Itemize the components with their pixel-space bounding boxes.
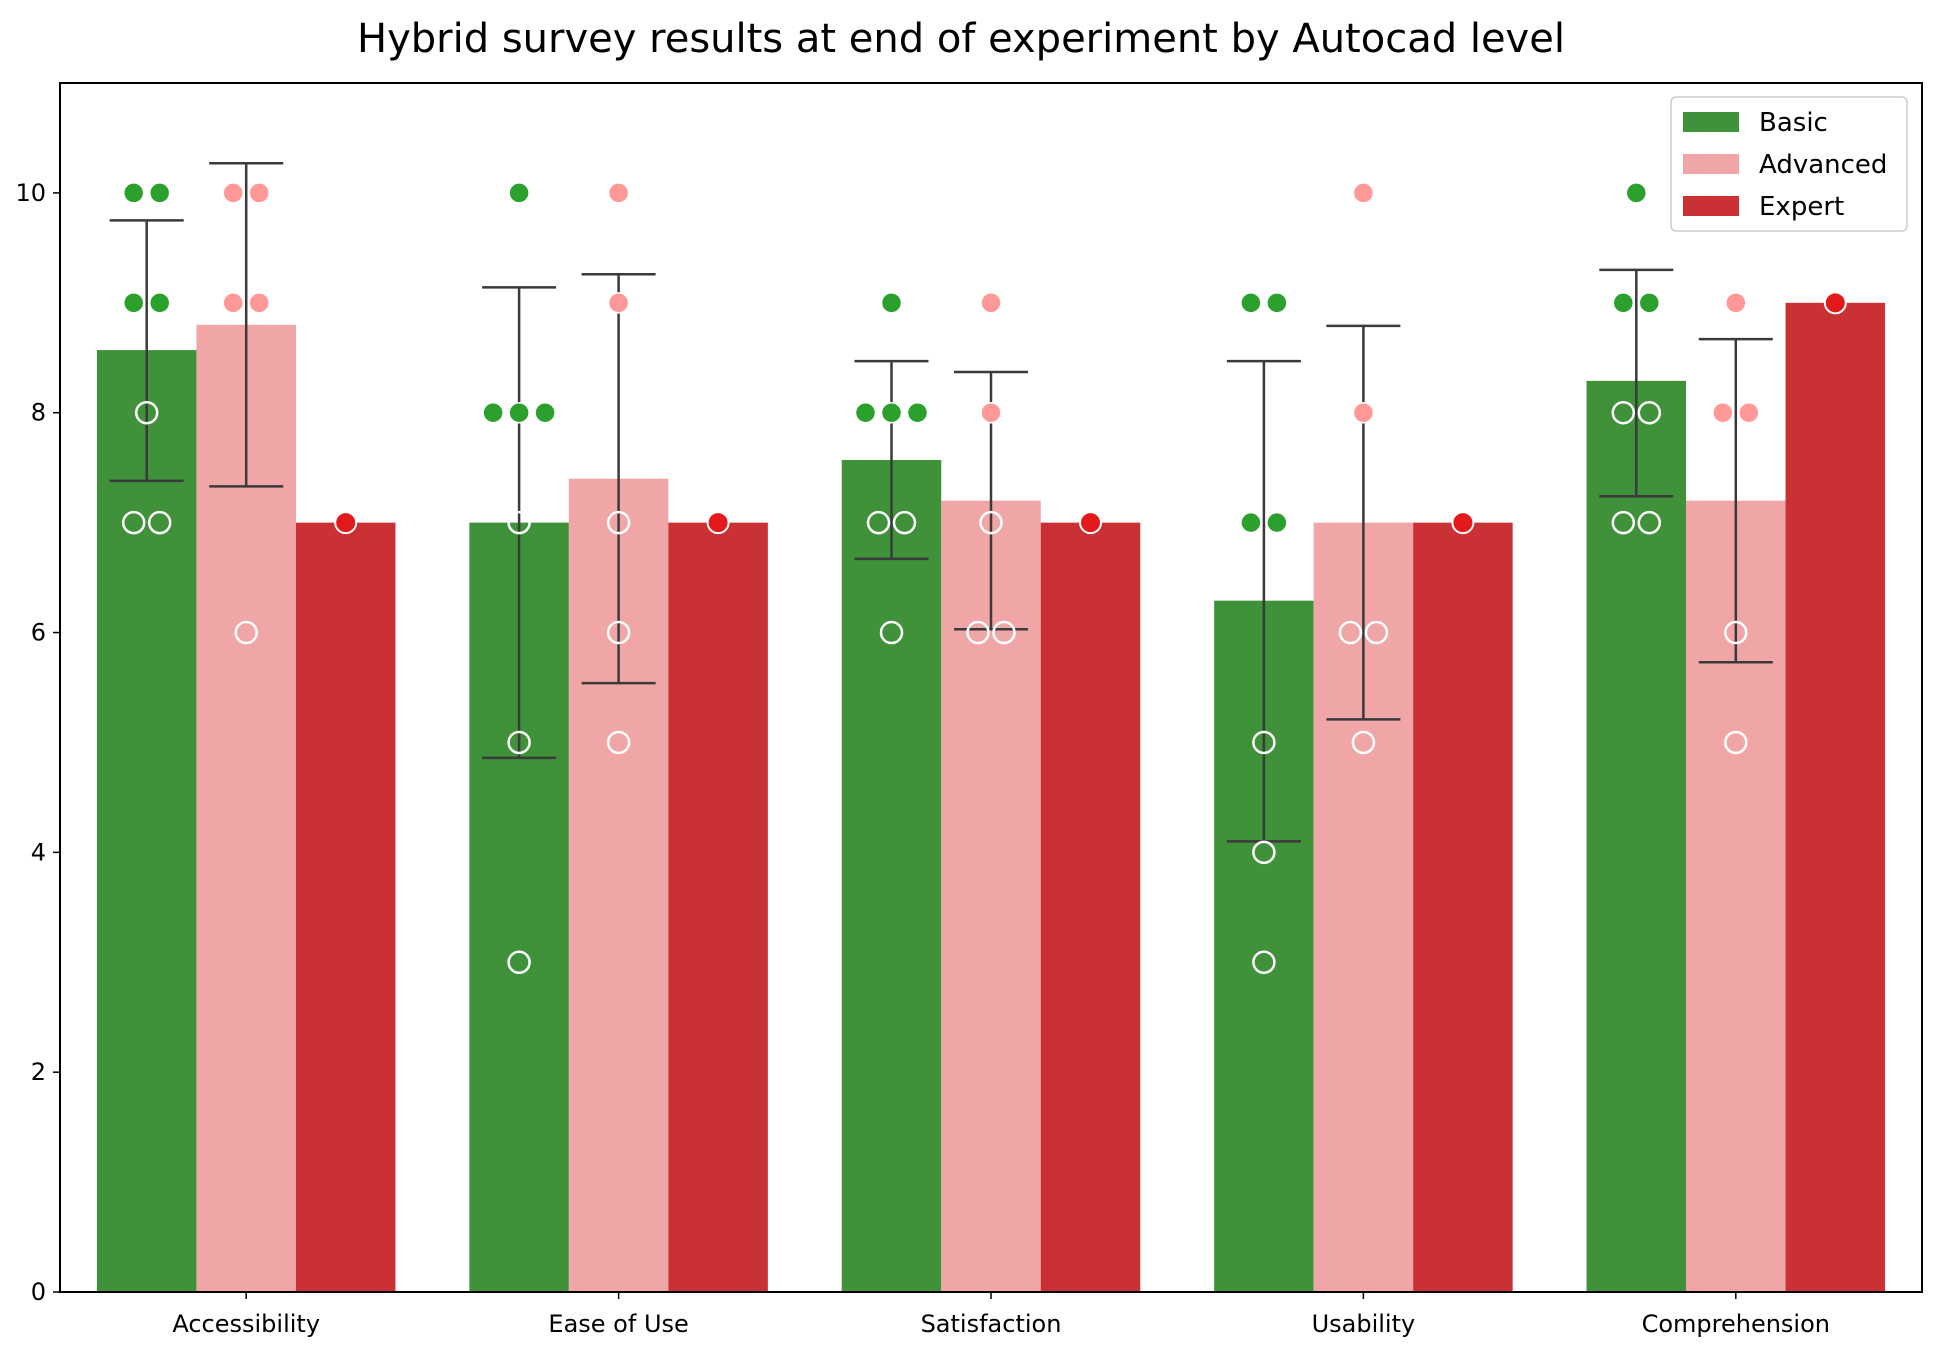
point-basic-0-1 [148, 182, 171, 204]
bar-expert-4 [1785, 302, 1886, 1292]
point-basic-2-4 [866, 510, 891, 535]
point-advanced-1-3 [606, 620, 631, 645]
point-basic-3-4 [1252, 730, 1276, 755]
point-basic-0-5 [121, 510, 146, 535]
point-basic-1-2 [508, 401, 530, 424]
point-basic-0-2 [122, 292, 145, 314]
point-basic-4-5 [1611, 510, 1636, 535]
y-tick-label-0: 0 [31, 1278, 46, 1306]
y-tick-label-2: 4 [31, 838, 46, 866]
point-basic-1-3 [534, 401, 556, 424]
point-advanced-4-4 [1724, 730, 1748, 755]
point-advanced-1-4 [606, 730, 631, 755]
point-basic-0-6 [147, 510, 172, 535]
bar-basic-0 [96, 350, 197, 1292]
x-tick-label-4: Comprehension [1642, 1310, 1830, 1338]
point-basic-4-2 [1638, 292, 1661, 314]
point-advanced-2-1 [980, 401, 1002, 424]
legend-label-basic: Basic [1759, 108, 1828, 138]
point-basic-2-0 [880, 292, 903, 314]
points-layer [121, 182, 1847, 975]
point-basic-2-1 [854, 401, 877, 424]
legend-swatch-advanced [1683, 154, 1739, 174]
y-tick-label-3: 6 [31, 619, 46, 647]
axes-layer: Accessibility Ease of Use Satisfaction Usab… [15, 82, 1923, 1338]
point-basic-0-0 [122, 182, 145, 204]
bar-basic-4 [1586, 380, 1687, 1292]
y-tick-label-5: 10 [15, 179, 46, 207]
point-advanced-4-0 [1725, 292, 1747, 314]
x-tick-label-1: Ease of Use [548, 1310, 688, 1338]
x-tick-label-0: Accessibility [172, 1310, 320, 1338]
error-bars-layer [109, 161, 1773, 843]
point-basic-2-2 [880, 401, 903, 424]
legend-swatch-expert [1683, 196, 1739, 216]
point-advanced-3-0 [1352, 182, 1375, 204]
point-basic-2-3 [906, 401, 929, 424]
point-basic-3-6 [1252, 950, 1276, 975]
point-advanced-3-1 [1352, 401, 1375, 424]
point-expert-3-0 [1451, 511, 1475, 535]
point-expert-1-0 [706, 511, 730, 535]
x-tick-label-2: Satisfaction [921, 1310, 1062, 1338]
legend-label-advanced: Advanced [1759, 150, 1887, 180]
point-advanced-0-2 [222, 292, 244, 314]
point-basic-4-4 [1637, 400, 1662, 425]
y-tick-label-1: 2 [31, 1058, 46, 1086]
legend: Basic Advanced Expert [1670, 96, 1908, 232]
point-basic-4-0 [1625, 182, 1648, 204]
point-advanced-4-2 [1738, 401, 1760, 424]
point-expert-0-0 [334, 511, 358, 535]
y-tick-label-4: 8 [31, 399, 46, 427]
point-advanced-1-2 [606, 510, 631, 535]
point-advanced-0-4 [234, 620, 258, 645]
plot-frame [59, 82, 1923, 1293]
point-expert-4-0 [1823, 291, 1847, 315]
point-advanced-3-3 [1364, 620, 1389, 645]
point-basic-4-3 [1611, 400, 1636, 425]
point-advanced-4-1 [1712, 401, 1734, 424]
point-basic-4-6 [1637, 510, 1662, 535]
point-basic-3-2 [1240, 511, 1262, 534]
point-advanced-4-3 [1724, 620, 1748, 645]
point-basic-3-3 [1266, 511, 1288, 534]
point-advanced-0-3 [248, 292, 270, 314]
bar-expert-0 [295, 522, 396, 1292]
point-basic-4-1 [1612, 292, 1635, 314]
point-basic-3-1 [1266, 292, 1288, 314]
point-advanced-0-0 [222, 182, 244, 204]
bar-basic-2 [841, 459, 942, 1293]
point-advanced-2-2 [979, 510, 1003, 535]
point-advanced-2-4 [992, 620, 1016, 645]
point-advanced-1-0 [607, 182, 630, 204]
x-tick-label-3: Usability [1312, 1310, 1416, 1338]
legend-swatch-basic [1683, 112, 1739, 132]
bar-expert-3 [1413, 522, 1513, 1292]
point-basic-0-4 [134, 400, 159, 425]
point-advanced-2-0 [980, 292, 1002, 314]
bar-advanced-2 [941, 500, 1041, 1292]
point-basic-2-5 [892, 510, 917, 535]
point-basic-3-0 [1240, 292, 1262, 314]
point-advanced-3-4 [1351, 730, 1376, 755]
point-basic-1-5 [507, 730, 531, 755]
point-basic-1-6 [507, 950, 531, 975]
point-basic-3-5 [1252, 840, 1276, 865]
point-advanced-2-3 [966, 620, 990, 645]
point-basic-2-6 [879, 620, 904, 645]
chart-title: Hybrid survey results at end of experime… [357, 16, 1565, 62]
point-advanced-3-2 [1338, 620, 1363, 645]
point-expert-2-0 [1079, 511, 1102, 535]
bar-expert-1 [668, 522, 768, 1292]
point-basic-0-3 [148, 292, 171, 314]
point-basic-1-4 [507, 510, 531, 535]
point-basic-1-1 [482, 401, 504, 424]
point-advanced-1-1 [607, 292, 630, 314]
point-advanced-0-1 [248, 182, 270, 204]
bar-expert-2 [1040, 522, 1141, 1292]
point-basic-1-0 [508, 182, 530, 204]
legend-label-expert: Expert [1759, 192, 1844, 222]
